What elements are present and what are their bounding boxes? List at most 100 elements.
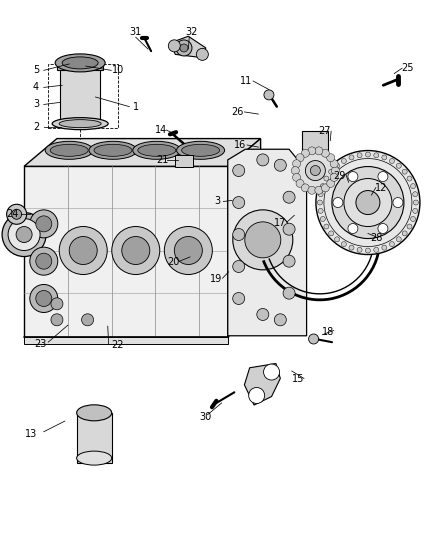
Circle shape <box>7 204 27 224</box>
Circle shape <box>12 209 21 219</box>
Ellipse shape <box>77 405 112 421</box>
Text: 3: 3 <box>33 100 39 109</box>
Circle shape <box>233 229 245 240</box>
Text: 5: 5 <box>33 66 39 75</box>
Bar <box>24 337 228 344</box>
Ellipse shape <box>396 163 401 168</box>
Ellipse shape <box>402 231 407 236</box>
Ellipse shape <box>77 451 112 465</box>
Circle shape <box>344 179 392 227</box>
Circle shape <box>51 314 63 326</box>
Ellipse shape <box>324 176 329 181</box>
Text: 19: 19 <box>210 274 223 284</box>
Circle shape <box>283 223 295 235</box>
Text: 28: 28 <box>371 233 383 243</box>
Ellipse shape <box>374 153 379 158</box>
Circle shape <box>30 210 58 238</box>
Circle shape <box>112 227 160 274</box>
Ellipse shape <box>318 200 322 205</box>
Circle shape <box>333 198 343 207</box>
Polygon shape <box>228 139 261 337</box>
Text: 11: 11 <box>240 76 252 86</box>
Bar <box>175 155 193 167</box>
Circle shape <box>36 253 52 269</box>
Circle shape <box>293 173 300 181</box>
Text: 22: 22 <box>111 341 124 350</box>
Circle shape <box>176 40 192 56</box>
Circle shape <box>305 160 325 181</box>
Circle shape <box>264 364 279 380</box>
Circle shape <box>274 314 286 326</box>
Text: 12: 12 <box>375 183 387 192</box>
Ellipse shape <box>138 144 176 156</box>
Bar <box>302 131 328 160</box>
Circle shape <box>315 147 323 155</box>
Circle shape <box>330 173 338 181</box>
Polygon shape <box>24 139 261 166</box>
Ellipse shape <box>413 192 418 197</box>
Circle shape <box>321 184 329 192</box>
Text: 2: 2 <box>33 122 39 132</box>
Ellipse shape <box>374 247 379 252</box>
Ellipse shape <box>318 208 323 213</box>
Ellipse shape <box>45 141 93 159</box>
Ellipse shape <box>89 141 137 159</box>
Circle shape <box>378 172 388 182</box>
Circle shape <box>257 309 269 320</box>
Bar <box>48 64 118 128</box>
Polygon shape <box>57 63 103 70</box>
Circle shape <box>164 227 212 274</box>
Ellipse shape <box>413 208 418 213</box>
Circle shape <box>174 237 202 264</box>
Circle shape <box>356 190 380 215</box>
Polygon shape <box>228 149 307 336</box>
Circle shape <box>283 255 295 267</box>
Ellipse shape <box>341 241 346 247</box>
Circle shape <box>308 147 316 155</box>
Circle shape <box>315 186 323 194</box>
Circle shape <box>316 150 420 255</box>
Text: 31: 31 <box>130 27 142 37</box>
Circle shape <box>168 40 180 52</box>
Circle shape <box>233 210 293 270</box>
Ellipse shape <box>413 200 418 205</box>
Circle shape <box>327 180 335 188</box>
Circle shape <box>180 44 188 52</box>
Ellipse shape <box>320 216 325 221</box>
Circle shape <box>249 387 265 403</box>
Ellipse shape <box>328 169 334 174</box>
Polygon shape <box>77 413 112 463</box>
Circle shape <box>327 154 335 161</box>
Circle shape <box>30 247 58 275</box>
Text: 13: 13 <box>25 430 38 439</box>
Text: 4: 4 <box>33 83 39 92</box>
Ellipse shape <box>357 153 362 158</box>
Circle shape <box>245 222 281 258</box>
Text: 23: 23 <box>34 339 46 349</box>
Circle shape <box>233 197 245 208</box>
Circle shape <box>36 290 52 306</box>
Circle shape <box>69 237 97 264</box>
Ellipse shape <box>382 155 387 160</box>
Text: 24: 24 <box>6 209 18 219</box>
Ellipse shape <box>94 144 132 156</box>
Ellipse shape <box>335 163 339 168</box>
Circle shape <box>308 186 316 194</box>
Ellipse shape <box>318 192 323 197</box>
Text: 16: 16 <box>234 140 246 150</box>
Ellipse shape <box>335 237 339 242</box>
Ellipse shape <box>177 141 225 159</box>
Text: 1: 1 <box>133 102 139 111</box>
Circle shape <box>311 166 320 175</box>
Ellipse shape <box>382 245 387 250</box>
Circle shape <box>59 227 107 274</box>
Circle shape <box>295 150 336 191</box>
Text: 32: 32 <box>186 27 198 37</box>
Circle shape <box>16 227 32 243</box>
Circle shape <box>233 261 245 272</box>
Ellipse shape <box>62 57 98 69</box>
Circle shape <box>30 285 58 312</box>
Ellipse shape <box>320 184 325 189</box>
Ellipse shape <box>50 144 88 156</box>
Ellipse shape <box>328 231 334 236</box>
